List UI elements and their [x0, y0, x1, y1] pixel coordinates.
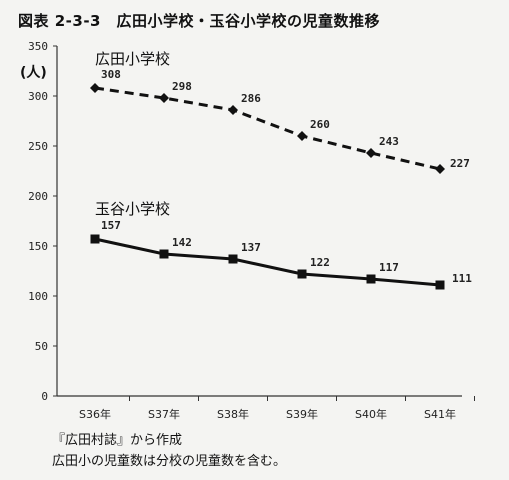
data-point-diamond [90, 83, 100, 93]
data-label: 260 [310, 118, 330, 131]
data-point-square [435, 280, 445, 290]
data-point-diamond [159, 93, 169, 103]
x-tick-label: S37年 [148, 407, 180, 421]
data-label: 157 [101, 219, 121, 232]
data-point-square [366, 274, 376, 284]
data-label: 111 [452, 272, 472, 285]
data-point-square [159, 249, 169, 259]
chart-title: 図表 2-3-3 広田小学校・玉谷小学校の児童数推移 [18, 12, 380, 30]
source-note-line-2: 広田小の児童数は分校の児童数を含む。 [52, 454, 287, 469]
data-label: 298 [172, 80, 192, 93]
y-tick-label: 250 [28, 140, 48, 153]
data-label: 142 [172, 236, 192, 249]
y-tick-label: 0 [41, 390, 48, 403]
x-tick-label: S38年 [217, 407, 249, 421]
data-point-square [228, 254, 238, 264]
x-tick-label: S39年 [286, 407, 318, 421]
source-note: 『広田村誌』から作成 広田小の児童数は分校の児童数を含む。 [52, 430, 286, 472]
y-tick-label: 100 [28, 290, 48, 303]
data-point-square [90, 234, 100, 244]
data-label: 227 [450, 157, 470, 170]
x-tick-label: S41年 [424, 407, 456, 421]
data-label: 308 [101, 68, 121, 81]
data-label: 122 [310, 256, 330, 269]
y-tick-label: 200 [28, 190, 48, 203]
y-axis-unit-label: (人) [20, 65, 47, 81]
y-tick-label: 350 [28, 40, 48, 53]
data-point-diamond [297, 131, 307, 141]
x-tick-label: S40年 [355, 407, 387, 421]
data-label: 137 [241, 241, 261, 254]
source-note-line-1: 『広田村誌』から作成 [52, 433, 183, 448]
series-name-label: 玉谷小学校 [95, 200, 170, 218]
data-point-diamond [435, 164, 445, 174]
series-name-label: 広田小学校 [95, 50, 170, 68]
data-point-square [297, 269, 307, 279]
data-label: 243 [379, 135, 399, 148]
y-tick-label: 50 [35, 340, 48, 353]
x-tick-label: S36年 [79, 407, 111, 421]
data-label: 117 [379, 261, 399, 274]
series-line-2 [94, 237, 441, 287]
y-tick-label: 150 [28, 240, 48, 253]
y-tick-label: 300 [28, 90, 48, 103]
data-point-diamond [228, 105, 238, 115]
data-point-diamond [366, 148, 376, 158]
data-label: 286 [241, 92, 261, 105]
series-line-1 [94, 86, 441, 171]
